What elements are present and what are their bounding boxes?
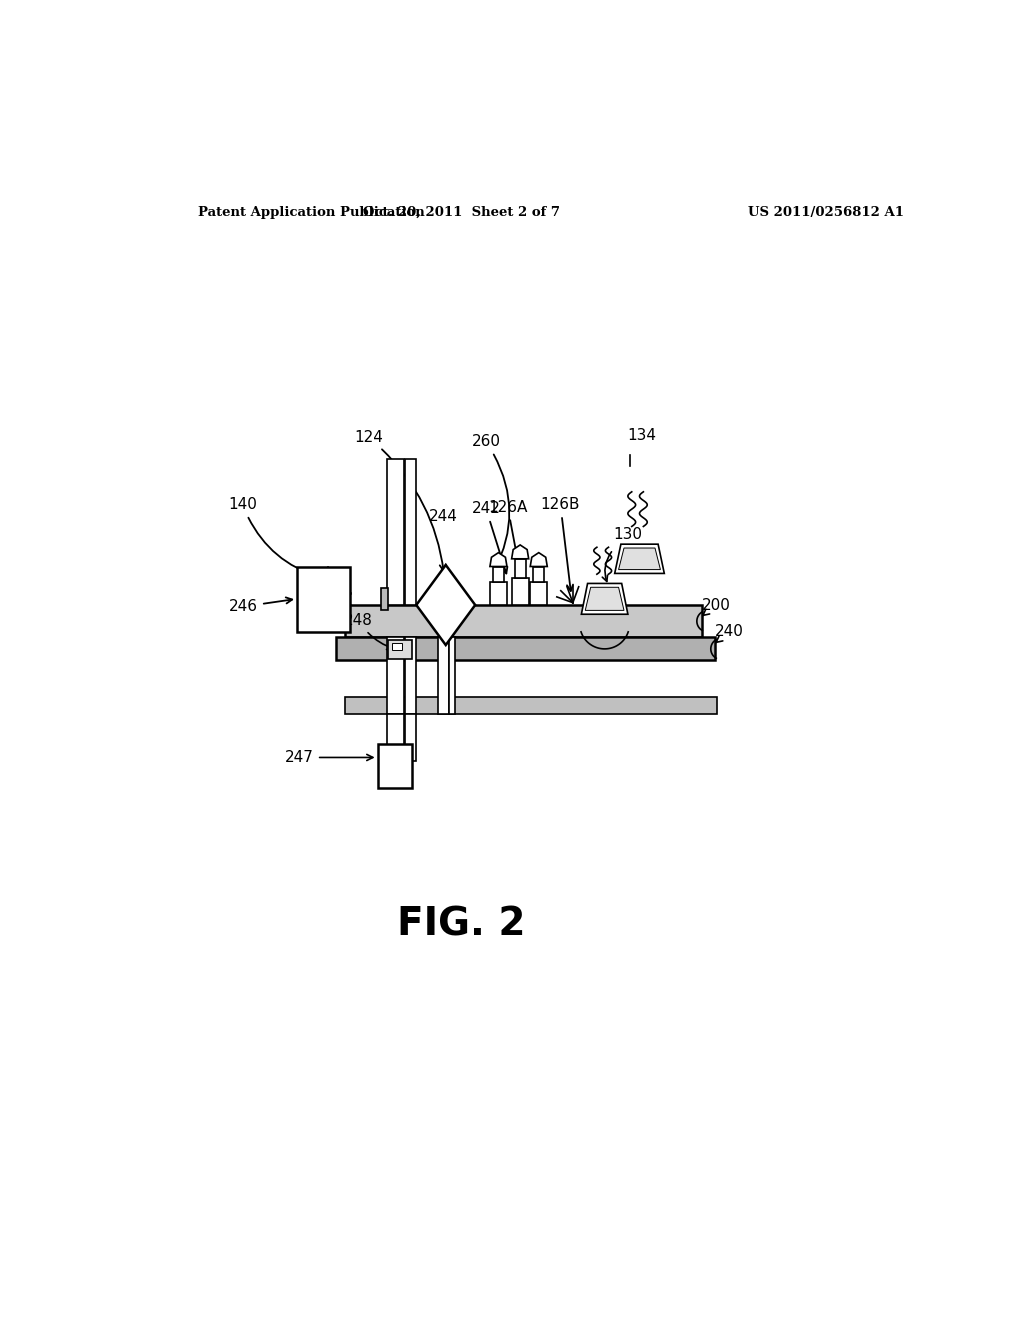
Text: US 2011/0256812 A1: US 2011/0256812 A1 bbox=[748, 206, 904, 219]
Text: 240: 240 bbox=[715, 624, 743, 643]
Bar bbox=[530, 582, 547, 605]
Bar bbox=[512, 578, 528, 605]
Bar bbox=[387, 459, 403, 605]
Bar bbox=[387, 714, 403, 760]
Bar bbox=[493, 566, 504, 582]
Text: 260: 260 bbox=[471, 434, 509, 570]
Text: 126B: 126B bbox=[541, 498, 581, 591]
Text: Oct. 20, 2011  Sheet 2 of 7: Oct. 20, 2011 Sheet 2 of 7 bbox=[362, 206, 560, 219]
Polygon shape bbox=[489, 553, 507, 566]
Polygon shape bbox=[618, 548, 660, 570]
Text: 124: 124 bbox=[354, 429, 445, 572]
Text: 134: 134 bbox=[627, 428, 656, 444]
Bar bbox=[406, 714, 417, 760]
Text: 242: 242 bbox=[472, 502, 508, 573]
Bar bbox=[489, 582, 507, 605]
Polygon shape bbox=[582, 583, 628, 614]
Text: 247: 247 bbox=[285, 750, 373, 766]
Text: 130: 130 bbox=[613, 527, 642, 543]
Text: 246: 246 bbox=[229, 598, 292, 614]
Bar bbox=[388, 640, 412, 659]
Polygon shape bbox=[614, 544, 665, 573]
Polygon shape bbox=[530, 553, 547, 566]
Bar bbox=[406, 459, 417, 605]
Bar bbox=[345, 697, 717, 714]
Text: FIG. 2: FIG. 2 bbox=[397, 906, 525, 944]
Bar bbox=[378, 743, 412, 788]
Bar bbox=[387, 638, 403, 714]
Text: Patent Application Publication: Patent Application Publication bbox=[198, 206, 425, 219]
Bar bbox=[336, 638, 716, 660]
Bar bbox=[515, 558, 525, 578]
Polygon shape bbox=[417, 565, 475, 645]
Text: 140: 140 bbox=[228, 498, 318, 578]
Polygon shape bbox=[512, 545, 528, 558]
Text: 244: 244 bbox=[429, 510, 458, 524]
Text: 126A: 126A bbox=[488, 500, 527, 585]
Bar bbox=[381, 589, 388, 610]
Bar bbox=[438, 638, 449, 714]
Bar bbox=[449, 638, 455, 714]
Bar bbox=[345, 605, 701, 638]
Bar bbox=[391, 643, 402, 651]
Text: 248: 248 bbox=[344, 612, 393, 649]
Text: 200: 200 bbox=[701, 598, 730, 615]
Polygon shape bbox=[586, 587, 624, 610]
Bar bbox=[534, 566, 544, 582]
Bar bbox=[297, 566, 349, 632]
Bar bbox=[406, 638, 417, 714]
